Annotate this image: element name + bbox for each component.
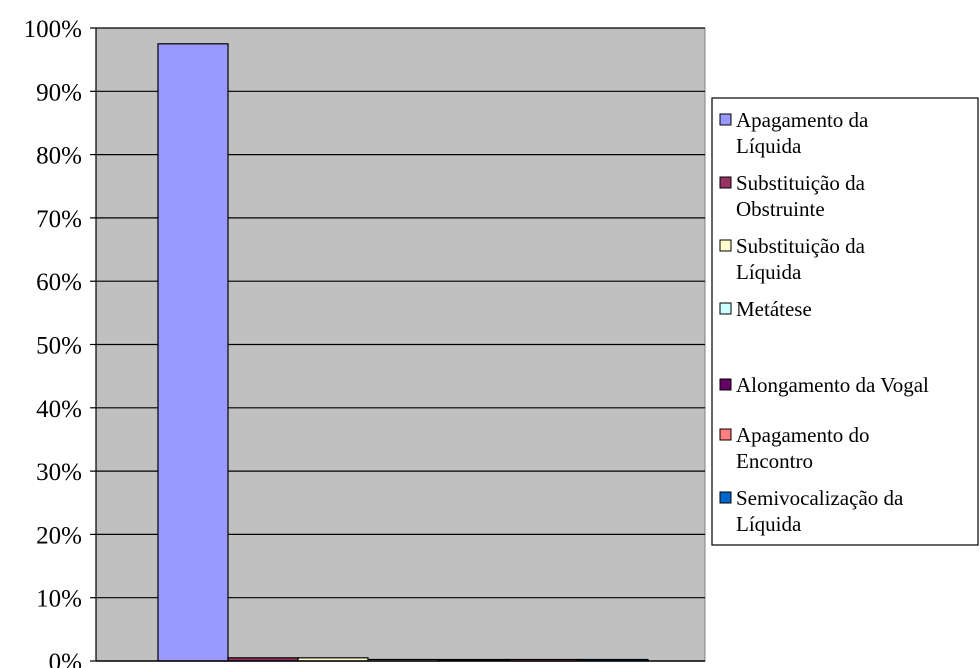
y-tick-label: 100% [24,16,82,43]
legend-box [711,97,979,546]
legend-label-0: Apagamento da [736,108,869,132]
legend-swatch-0 [719,113,732,126]
legend-label-1: Obstruinte [736,197,825,221]
y-tick-label: 20% [36,522,82,549]
legend-swatch-1 [719,176,732,189]
legend-label-5: Apagamento do [736,423,870,447]
legend-label-3: Metátese [736,297,812,321]
legend-label-1: Substituição da [736,171,866,195]
legend-swatch-6 [719,491,732,504]
legend-label-0: Líquida [736,134,802,158]
legend-swatch-3 [719,302,732,315]
legend-label-2: Substituição da [736,234,866,258]
y-tick-label: 80% [36,143,82,170]
y-tick-label: 90% [36,79,82,106]
y-tick-label: 60% [36,269,82,296]
y-tick-label: 30% [36,459,82,486]
legend-label-5: Encontro [736,449,813,473]
y-tick-labels: 0% 10% 20% 30% 40% 50% 60% 70% 80% 90% 100% [24,16,82,668]
y-tick-label: 0% [49,649,82,668]
legend-swatch-4 [719,378,732,391]
y-tick-label: 50% [36,333,82,360]
legend-label-4: Alongamento da Vogal [736,373,929,397]
legend-label-2: Líquida [736,260,802,284]
y-tick-label: 70% [36,206,82,233]
axes [90,27,705,662]
legend-swatch-2 [719,239,732,252]
legend-label-6: Semivocalização da [736,486,904,510]
y-tick-label: 10% [36,586,82,613]
legend-swatch-5 [719,428,732,441]
y-tick-label: 40% [36,396,82,423]
legend-label-6: Líquida [736,512,802,536]
bar-0 [157,43,229,662]
